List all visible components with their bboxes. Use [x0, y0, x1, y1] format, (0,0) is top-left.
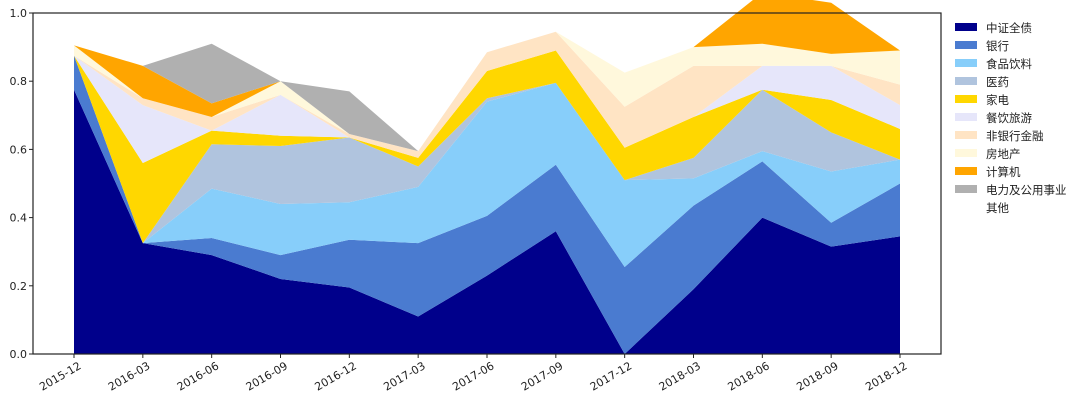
x-tick-label: 2018-03	[657, 359, 703, 393]
x-tick-label: 2016-09	[244, 359, 290, 393]
y-tick-label: 0.4	[10, 212, 28, 225]
x-tick-label: 2017-06	[450, 359, 496, 393]
legend-swatch	[955, 95, 977, 103]
area-series-9	[74, 0, 900, 152]
x-tick-label: 2018-09	[794, 359, 840, 393]
x-tick-label: 2015-12	[37, 359, 83, 393]
area-series-2	[74, 55, 900, 268]
legend-swatch	[955, 167, 977, 175]
y-tick-label: 0.6	[10, 143, 28, 156]
area-series-6	[74, 31, 900, 158]
area-series-4	[74, 50, 900, 244]
x-tick-label: 2017-12	[588, 359, 634, 393]
y-tick-label: 0.0	[10, 348, 28, 361]
legend-swatch	[955, 59, 977, 67]
x-tick-label: 2016-06	[175, 359, 221, 393]
legend-swatch	[955, 113, 977, 121]
legend-label: 银行	[986, 39, 1009, 53]
legend-label: 餐饮旅游	[986, 111, 1032, 125]
area-series-0	[74, 89, 900, 354]
y-tick-label: 0.2	[10, 280, 28, 293]
area-series-7	[74, 31, 900, 152]
legend-label: 医药	[986, 75, 1009, 89]
area-series-8	[74, 0, 900, 152]
legend-swatch	[955, 131, 977, 139]
x-tick-label: 2018-12	[863, 359, 909, 393]
legend-swatch	[955, 149, 977, 157]
area-series-1	[74, 55, 900, 354]
legend-label: 房地产	[986, 147, 1021, 161]
y-tick-label: 1.0	[10, 7, 28, 20]
y-tick-label: 0.8	[10, 75, 28, 88]
legend-label: 中证全债	[986, 21, 1032, 35]
legend-label: 电力及公用事业	[986, 183, 1067, 197]
legend-label: 食品饮料	[986, 57, 1032, 71]
x-axis: 2015-12 2016-03 2016-06 2016-09 2016-12 2017-…	[37, 354, 910, 394]
legend-label: 其他	[986, 201, 1009, 215]
legend-swatch	[955, 41, 977, 49]
legend-label: 计算机	[986, 165, 1021, 179]
x-tick-label: 2017-03	[381, 359, 427, 393]
legend-swatch	[955, 77, 977, 85]
legend-label: 家电	[986, 93, 1009, 107]
x-tick-label: 2018-06	[726, 359, 772, 393]
legend-swatch	[955, 185, 977, 193]
x-tick-label: 2017-09	[519, 359, 565, 393]
x-tick-label: 2016-03	[106, 359, 152, 393]
area-series-5	[74, 50, 900, 164]
chart-areas	[74, 0, 900, 354]
area-series-3	[74, 55, 900, 244]
legend-swatch	[955, 23, 977, 31]
x-tick-label: 2016-12	[313, 359, 359, 393]
y-axis: 0.0 0.2 0.4 0.6 0.8 1.0	[10, 7, 33, 361]
legend-label: 非银行金融	[986, 129, 1044, 143]
